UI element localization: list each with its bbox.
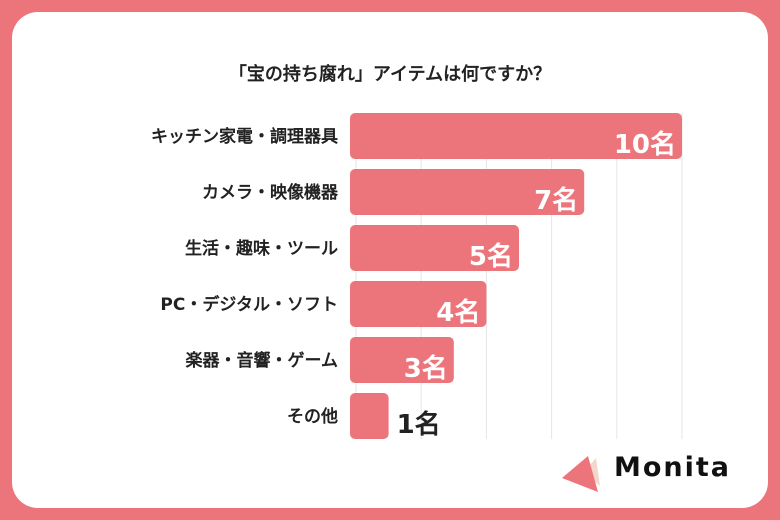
data-label: 1名 xyxy=(397,409,441,440)
chart-title: 「宝の持ち腐れ」アイテムは何ですか？ xyxy=(228,64,552,85)
data-label: 5名 xyxy=(469,241,513,272)
bar xyxy=(350,113,682,159)
monita-logo: Monita xyxy=(556,452,756,492)
logo-triangle-icon xyxy=(562,456,600,492)
data-label: 10名 xyxy=(614,129,676,160)
data-label: 7名 xyxy=(534,185,578,216)
category-label: その他 xyxy=(287,406,338,427)
category-label: PC・デジタル・ソフト xyxy=(160,294,338,315)
category-label: 楽器・音響・ゲーム xyxy=(186,350,339,371)
bar xyxy=(350,225,519,271)
bar xyxy=(350,337,454,383)
data-label: 4名 xyxy=(436,297,480,328)
bar xyxy=(350,393,389,439)
data-label: 3名 xyxy=(404,353,448,384)
logo-text: Monita xyxy=(614,452,732,483)
category-label: 生活・趣味・ツール xyxy=(185,238,338,259)
category-label: カメラ・映像機器 xyxy=(202,182,339,203)
category-label: キッチン家電・調理器具 xyxy=(151,126,338,147)
bar xyxy=(350,169,585,215)
bar xyxy=(350,281,487,327)
